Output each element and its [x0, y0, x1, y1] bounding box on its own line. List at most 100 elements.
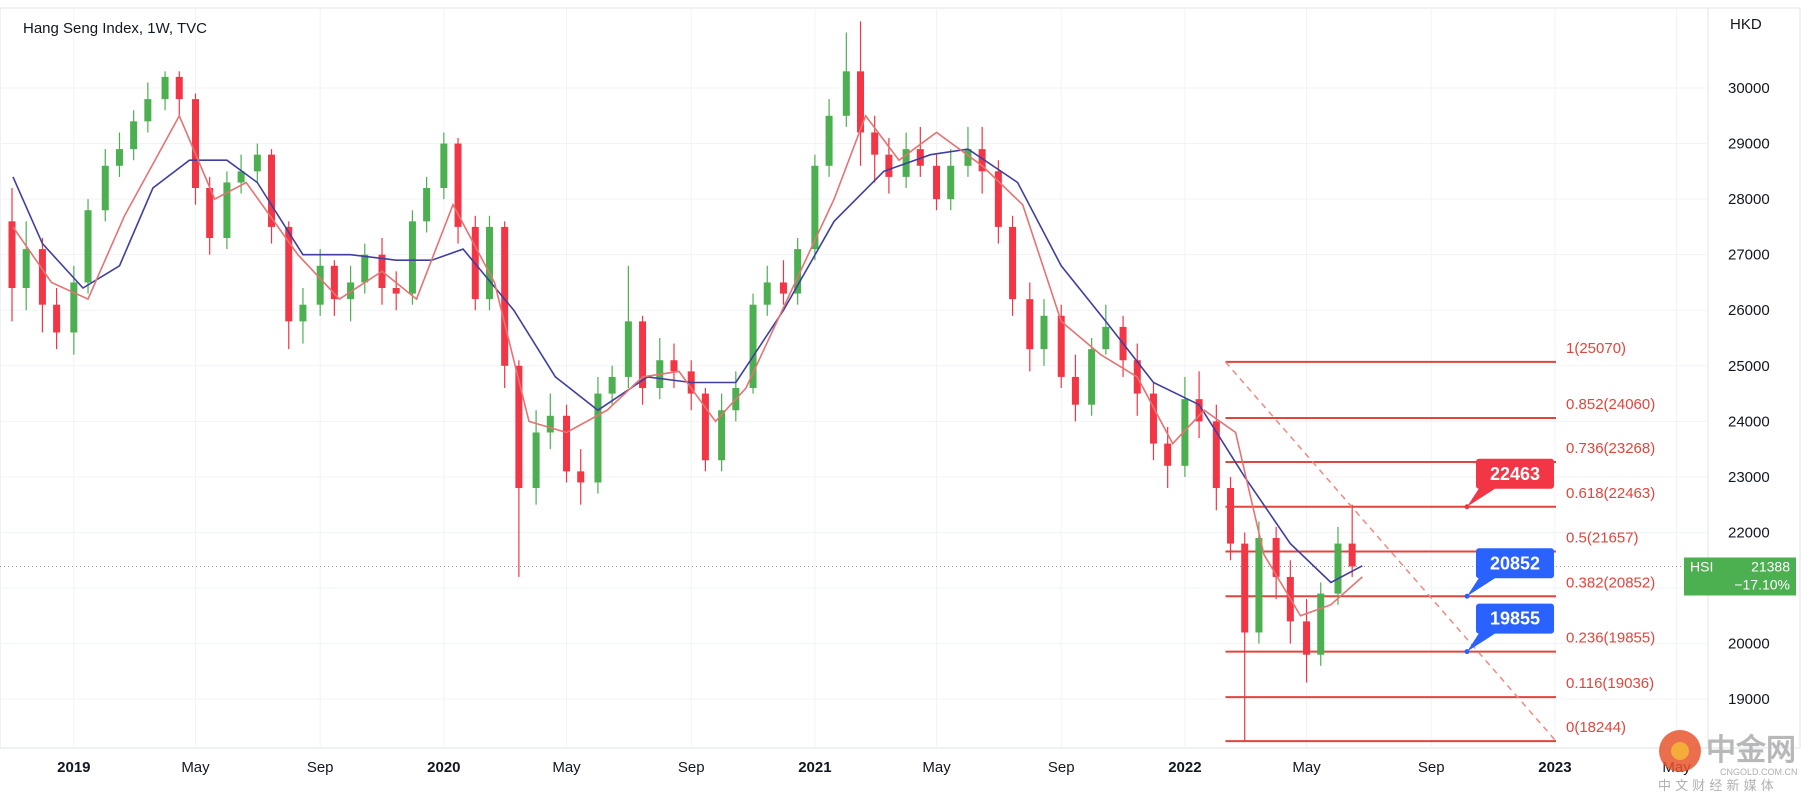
fib-level-label: 0.236(19855) — [1566, 630, 1655, 647]
fib-level-label: 1(25070) — [1566, 340, 1626, 357]
y-tick-label: 27000 — [1728, 247, 1770, 264]
candle-body — [268, 154, 276, 227]
watermark-subtext: CNGOLD.COM.CN — [1720, 767, 1798, 777]
candle-body — [361, 254, 369, 283]
candle-body — [161, 76, 169, 100]
fib-level-label: 0.852(24060) — [1566, 396, 1655, 413]
candle-body — [916, 149, 924, 166]
candle-body — [316, 265, 324, 305]
y-tick-label: 20000 — [1728, 636, 1770, 653]
candle-body — [842, 71, 850, 116]
fib-trend-line — [1224, 361, 1557, 742]
candle-body — [857, 71, 865, 133]
candle-body — [639, 321, 647, 389]
price-tag-change: −17.10% — [1734, 576, 1790, 592]
y-tick-label: 30000 — [1728, 80, 1770, 97]
fib-level-label: 0.618(22463) — [1566, 485, 1655, 502]
y-tick-label: 29000 — [1728, 136, 1770, 153]
callout-label: 22463 — [1490, 464, 1540, 484]
candle-body — [485, 226, 493, 300]
candle-body — [175, 76, 183, 100]
candle-body — [749, 304, 757, 389]
x-axis: 2019 May Sep 2020 May Sep 2021 May Sep 2022 May Sep… — [57, 759, 1691, 776]
price-callouts: 22463 20852 19855 — [1464, 458, 1554, 655]
price-tag-box — [1684, 557, 1796, 596]
candle-body — [1088, 349, 1096, 405]
y-tick-label: 25000 — [1728, 358, 1770, 375]
callout-anchor — [1464, 504, 1470, 510]
candle-body — [1272, 538, 1280, 577]
candle-body — [624, 321, 632, 377]
callout-box — [1476, 603, 1554, 634]
candle-body — [1241, 543, 1249, 633]
candle-body — [964, 149, 972, 166]
candle-body — [947, 165, 955, 200]
y-axis: 1900020000210002200023000240002500026000… — [1728, 80, 1770, 708]
candle-body — [811, 165, 819, 250]
x-tick-label: May — [181, 759, 210, 776]
candle-body — [1348, 543, 1356, 567]
candle-body — [1181, 399, 1189, 466]
candle-body — [130, 121, 138, 150]
callout-box — [1476, 548, 1554, 579]
fib-level-label: 0.736(23268) — [1566, 440, 1655, 457]
callout-pointer — [1467, 631, 1498, 652]
x-tick-label: Sep — [1418, 759, 1445, 776]
candle-body — [871, 132, 879, 155]
y-tick-label: 24000 — [1728, 413, 1770, 430]
chart-grid — [0, 7, 1801, 749]
callout-label: 20852 — [1490, 553, 1540, 573]
watermark-tagline: 中 文 财 经 新 媒 体 — [1658, 778, 1774, 794]
candle-body — [1164, 443, 1172, 466]
candle-body — [994, 171, 1002, 227]
candle-body — [53, 304, 61, 333]
candle-body — [440, 143, 448, 189]
candle-body — [1149, 393, 1157, 444]
candle-body — [1303, 621, 1311, 655]
candle-body — [408, 221, 416, 294]
candle-body — [608, 376, 616, 394]
x-tick-label: Sep — [1048, 759, 1075, 776]
callout-anchor — [1464, 649, 1470, 655]
candle-body — [779, 282, 787, 294]
y-tick-label: 28000 — [1728, 191, 1770, 208]
candle-body — [1212, 421, 1220, 489]
candle-body — [978, 149, 986, 172]
candle-body — [191, 99, 199, 189]
y-tick-label: 23000 — [1728, 469, 1770, 486]
candle-body — [1317, 593, 1325, 655]
x-tick-label: May — [1292, 759, 1321, 776]
candle-body — [515, 365, 523, 489]
x-tick-label: 2023 — [1538, 759, 1571, 776]
candle-body — [38, 249, 46, 305]
x-tick-label: 2020 — [427, 759, 460, 776]
candle-body — [546, 415, 554, 433]
candle-body — [563, 415, 571, 472]
candle-body — [718, 410, 726, 461]
plot-frame — [0, 7, 1801, 749]
candle-body — [763, 282, 771, 305]
currency-label: HKD — [1730, 16, 1762, 33]
candle-body — [423, 188, 431, 222]
candle-body — [84, 210, 92, 283]
candle-body — [22, 249, 30, 289]
candle-body — [237, 171, 245, 183]
candle-body — [144, 99, 152, 122]
candle-body — [1334, 543, 1342, 594]
candle-body — [1057, 315, 1065, 377]
ma-fast-line — [12, 113, 1363, 617]
candle-body — [885, 154, 893, 177]
candle-body — [501, 226, 509, 366]
x-tick-label: 2022 — [1168, 759, 1201, 776]
candle-body — [70, 282, 78, 333]
callout-anchor — [1464, 593, 1470, 599]
moving-averages — [12, 113, 1363, 617]
callout-label: 19855 — [1490, 609, 1540, 629]
candle-body — [347, 282, 355, 300]
callout-pointer — [1467, 486, 1498, 507]
candle-body — [1227, 488, 1235, 544]
x-tick-label: 2019 — [57, 759, 90, 776]
candle-body — [330, 265, 338, 300]
